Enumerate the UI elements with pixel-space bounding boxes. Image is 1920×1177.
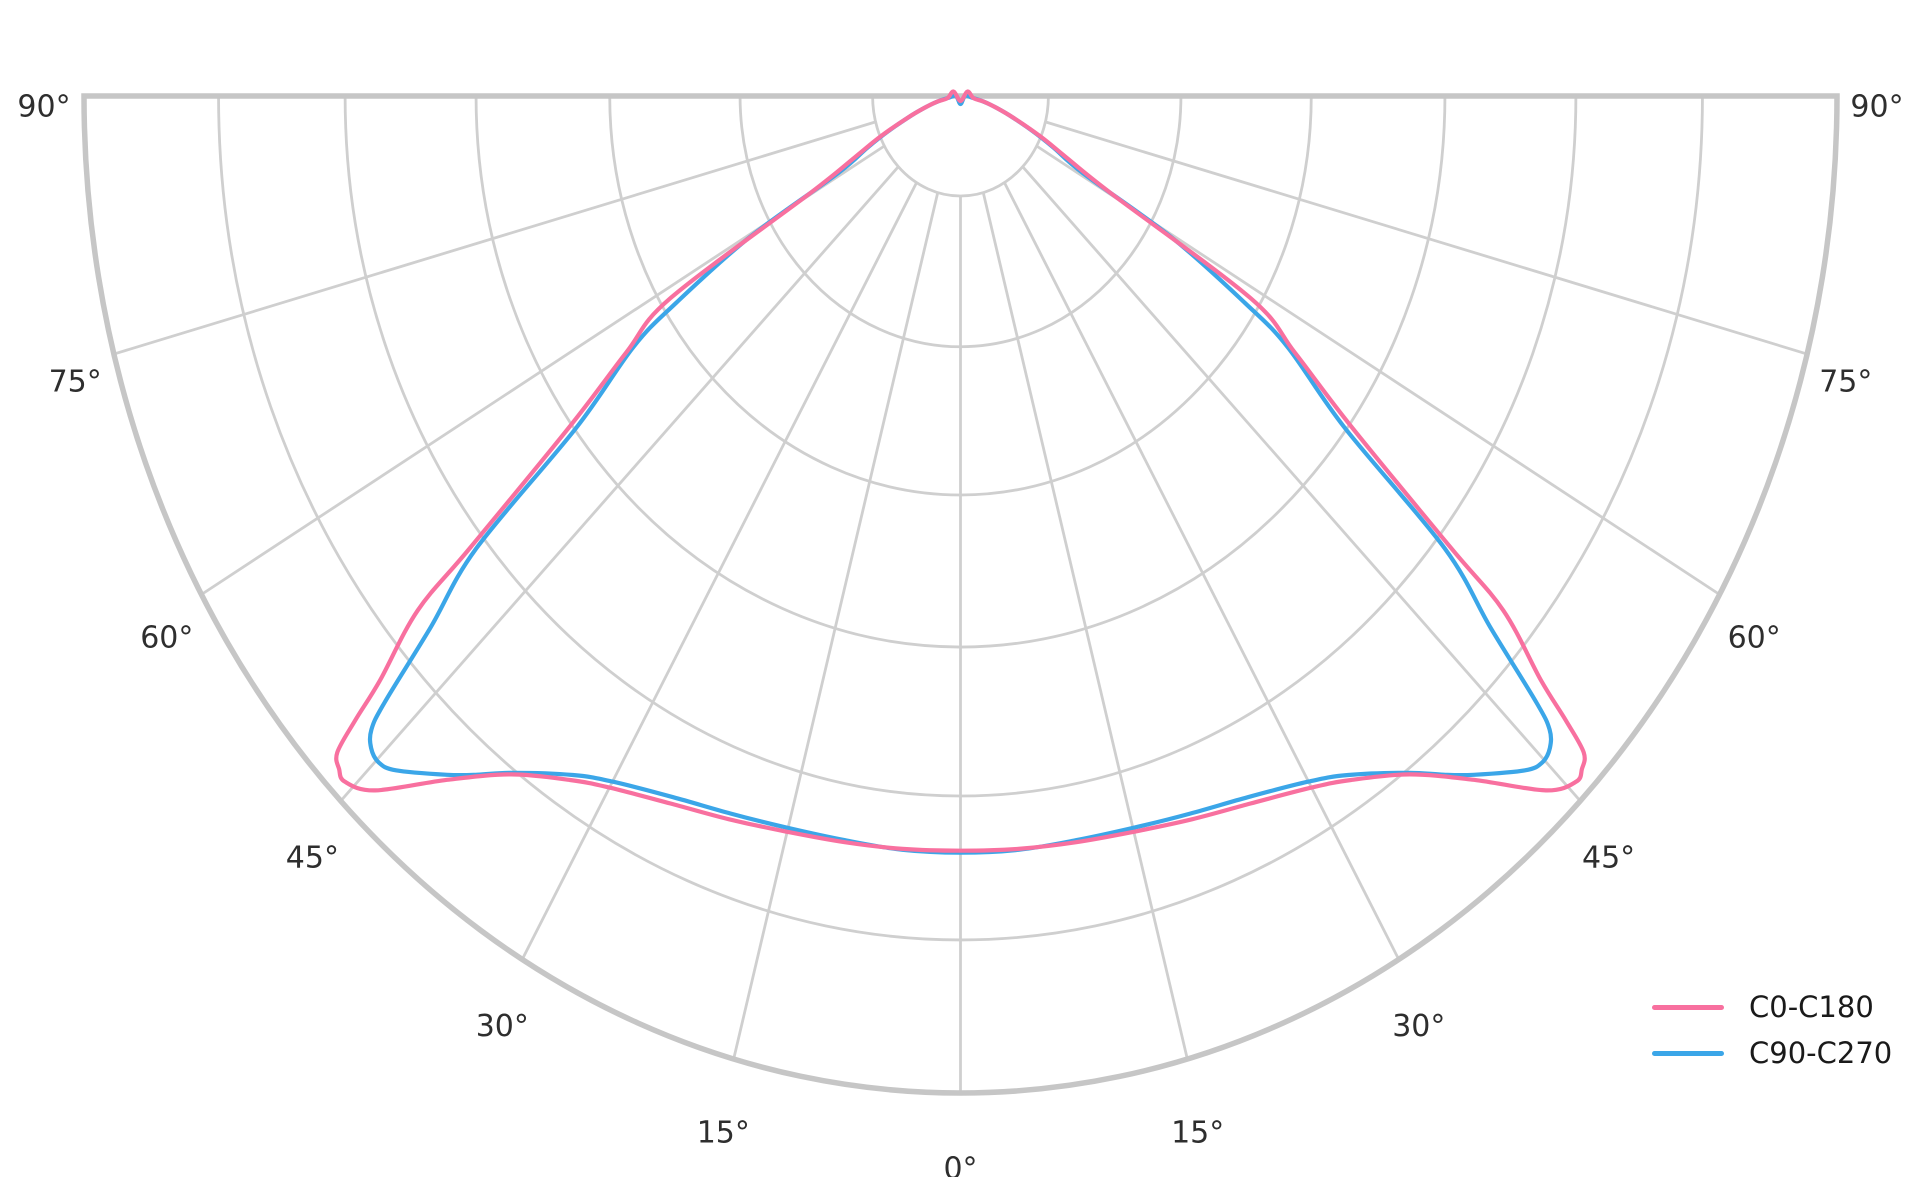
angle-tick-label: 30° <box>476 1009 529 1044</box>
angle-tick-label: 0° <box>943 1152 977 1177</box>
legend-line-swatch-c90-c270 <box>1652 1050 1724 1056</box>
angle-tick-label: 75° <box>1819 364 1872 399</box>
angle-tick-label: 45° <box>1582 840 1635 875</box>
polar-grid <box>113 95 1808 1093</box>
angle-tick-label: 60° <box>140 621 193 656</box>
angle-gridline <box>113 120 876 356</box>
polar-axes-outline <box>81 93 1840 1096</box>
angle-gridline <box>1045 120 1808 356</box>
legend-label: C0-C180 <box>1749 989 1874 1024</box>
angle-tick-label: 90° <box>1850 90 1903 125</box>
polar-boundary <box>81 93 1840 1096</box>
angle-tick-label: 60° <box>1728 621 1781 656</box>
legend: C0-C180 C90-C270 <box>1652 984 1892 1076</box>
angle-tick-label: 15° <box>1171 1115 1224 1150</box>
angle-gridline <box>981 192 1189 1060</box>
angle-gridline <box>732 192 940 1060</box>
curve-c0-c180 <box>334 89 1587 853</box>
angle-tick-label: 90° <box>17 90 70 125</box>
radial-gridline-ring <box>871 95 1050 197</box>
angle-tick-labels: 0° 15° 15° 30° 30° 45° 45° 60° 60° 75° 75° 90° 90° <box>17 90 1903 1177</box>
legend-item-c0-c180: C0-C180 <box>1652 984 1892 1030</box>
intensity-curves <box>334 89 1587 855</box>
legend-label: C90-C270 <box>1749 1035 1893 1070</box>
angle-tick-label: 75° <box>49 364 102 399</box>
legend-item-c90-c270: C90-C270 <box>1652 1030 1892 1076</box>
angle-gridline <box>521 181 918 961</box>
angle-gridline <box>339 165 900 802</box>
legend-line-swatch-c0-c180 <box>1652 1004 1724 1010</box>
angle-gridline <box>1003 181 1400 961</box>
angle-tick-label: 30° <box>1392 1009 1445 1044</box>
angle-gridline <box>1021 165 1582 802</box>
angle-tick-label: 15° <box>697 1115 750 1150</box>
angle-tick-label: 45° <box>286 840 339 875</box>
